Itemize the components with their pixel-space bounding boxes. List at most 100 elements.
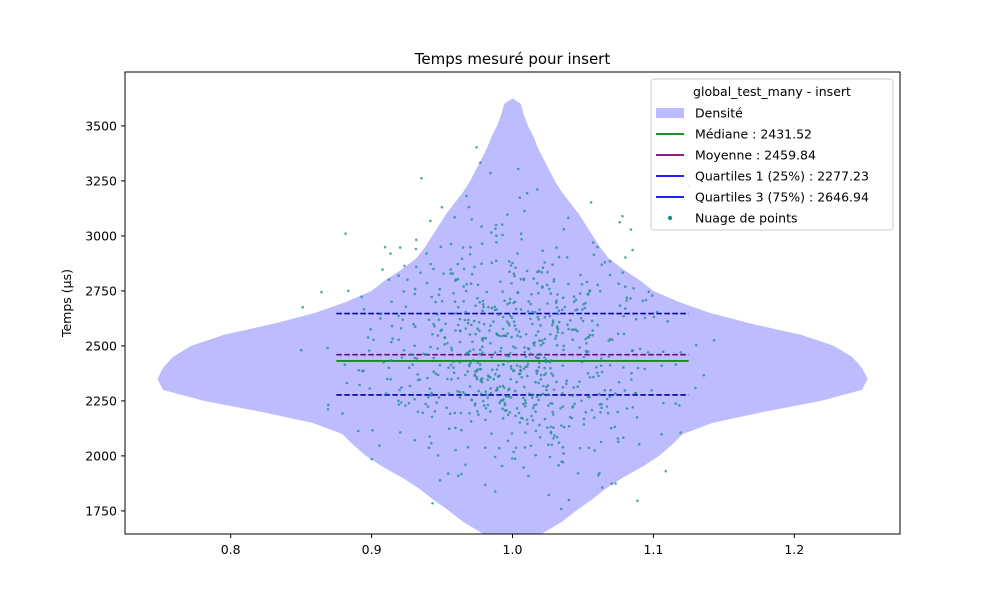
scatter-point	[462, 267, 466, 271]
scatter-point	[534, 453, 537, 457]
scatter-point	[622, 436, 625, 440]
scatter-point	[501, 327, 505, 331]
scatter-point	[515, 407, 519, 410]
scatter-point	[561, 364, 565, 368]
violin-layer	[157, 98, 868, 534]
scatter-point	[460, 472, 463, 476]
scatter-point	[550, 372, 553, 375]
scatter-point	[519, 308, 523, 311]
scatter-point	[358, 383, 361, 387]
legend-label: Quartiles 1 (25%) : 2277.23	[695, 169, 869, 184]
scatter-point	[515, 380, 518, 384]
scatter-point	[585, 341, 588, 345]
x-tick-label: 1.0	[503, 542, 523, 557]
scatter-point	[464, 327, 468, 330]
scatter-point	[512, 320, 516, 324]
scatter-point	[545, 283, 549, 287]
scatter-point	[413, 356, 417, 360]
scatter-point	[506, 302, 509, 306]
scatter-point	[535, 403, 538, 406]
scatter-point	[549, 292, 553, 295]
scatter-point	[546, 270, 549, 274]
y-tick-label: 2250	[85, 393, 117, 408]
scatter-point	[529, 352, 532, 356]
scatter-point	[452, 371, 456, 375]
scatter-point	[498, 401, 502, 405]
scatter-point	[367, 349, 371, 352]
scatter-point	[590, 408, 594, 412]
scatter-point	[572, 328, 576, 331]
scatter-point	[466, 445, 470, 449]
scatter-point	[507, 260, 511, 263]
y-tick-label: 2000	[85, 448, 117, 463]
scatter-point	[507, 354, 511, 358]
scatter-point	[596, 323, 599, 327]
scatter-point	[517, 372, 521, 376]
scatter-point	[600, 370, 604, 374]
scatter-point	[523, 209, 526, 213]
scatter-point	[508, 270, 511, 274]
scatter-point	[449, 272, 453, 275]
scatter-point	[480, 262, 483, 266]
scatter-point	[343, 363, 347, 367]
scatter-point	[541, 266, 545, 270]
scatter-point	[478, 301, 482, 304]
scatter-point	[481, 399, 485, 403]
scatter-point	[432, 370, 436, 374]
scatter-point	[573, 402, 576, 406]
scatter-point	[555, 343, 559, 347]
scatter-point	[600, 357, 603, 360]
scatter-point	[582, 417, 586, 421]
scatter-point	[609, 388, 612, 392]
scatter-point	[383, 245, 387, 249]
scatter-point	[605, 405, 609, 408]
scatter-point	[356, 429, 360, 433]
scatter-point	[468, 253, 472, 256]
scatter-point	[480, 337, 484, 341]
scatter-point	[608, 273, 612, 277]
scatter-point	[512, 272, 516, 276]
scatter-point	[532, 404, 536, 407]
scatter-point	[567, 498, 571, 502]
scatter-point	[490, 261, 494, 265]
scatter-point	[429, 262, 433, 266]
scatter-point	[512, 450, 515, 454]
scatter-point	[474, 304, 477, 308]
scatter-point	[583, 306, 587, 310]
scatter-point	[510, 457, 514, 460]
scatter-point	[678, 404, 681, 407]
scatter-point	[436, 454, 440, 457]
scatter-point	[533, 344, 536, 347]
scatter-point	[458, 390, 462, 394]
scatter-point	[525, 418, 529, 422]
scatter-point	[513, 274, 516, 278]
scatter-point	[510, 282, 513, 285]
scatter-point	[443, 336, 446, 339]
scatter-point	[636, 499, 639, 503]
scatter-point	[538, 352, 541, 356]
scatter-point	[495, 234, 498, 238]
scatter-point	[464, 289, 468, 293]
scatter-point	[512, 345, 515, 348]
scatter-point	[527, 300, 530, 303]
scatter-point	[473, 265, 476, 269]
scatter-point	[503, 409, 507, 412]
scatter-point	[512, 369, 515, 373]
scatter-point	[425, 353, 428, 356]
scatter-point	[422, 352, 425, 356]
scatter-point	[439, 245, 443, 249]
scatter-point	[496, 375, 500, 378]
scatter-point	[544, 360, 548, 364]
scatter-point	[425, 252, 428, 255]
scatter-point	[712, 338, 716, 342]
scatter-point	[506, 360, 510, 363]
scatter-point	[326, 408, 330, 411]
legend-label: Nuage de points	[695, 211, 798, 226]
scatter-point	[555, 380, 558, 384]
scatter-point	[524, 333, 528, 336]
scatter-point	[299, 348, 303, 352]
scatter-point	[430, 295, 434, 299]
scatter-point	[541, 285, 544, 288]
scatter-point	[452, 366, 455, 369]
scatter-point	[536, 315, 539, 319]
